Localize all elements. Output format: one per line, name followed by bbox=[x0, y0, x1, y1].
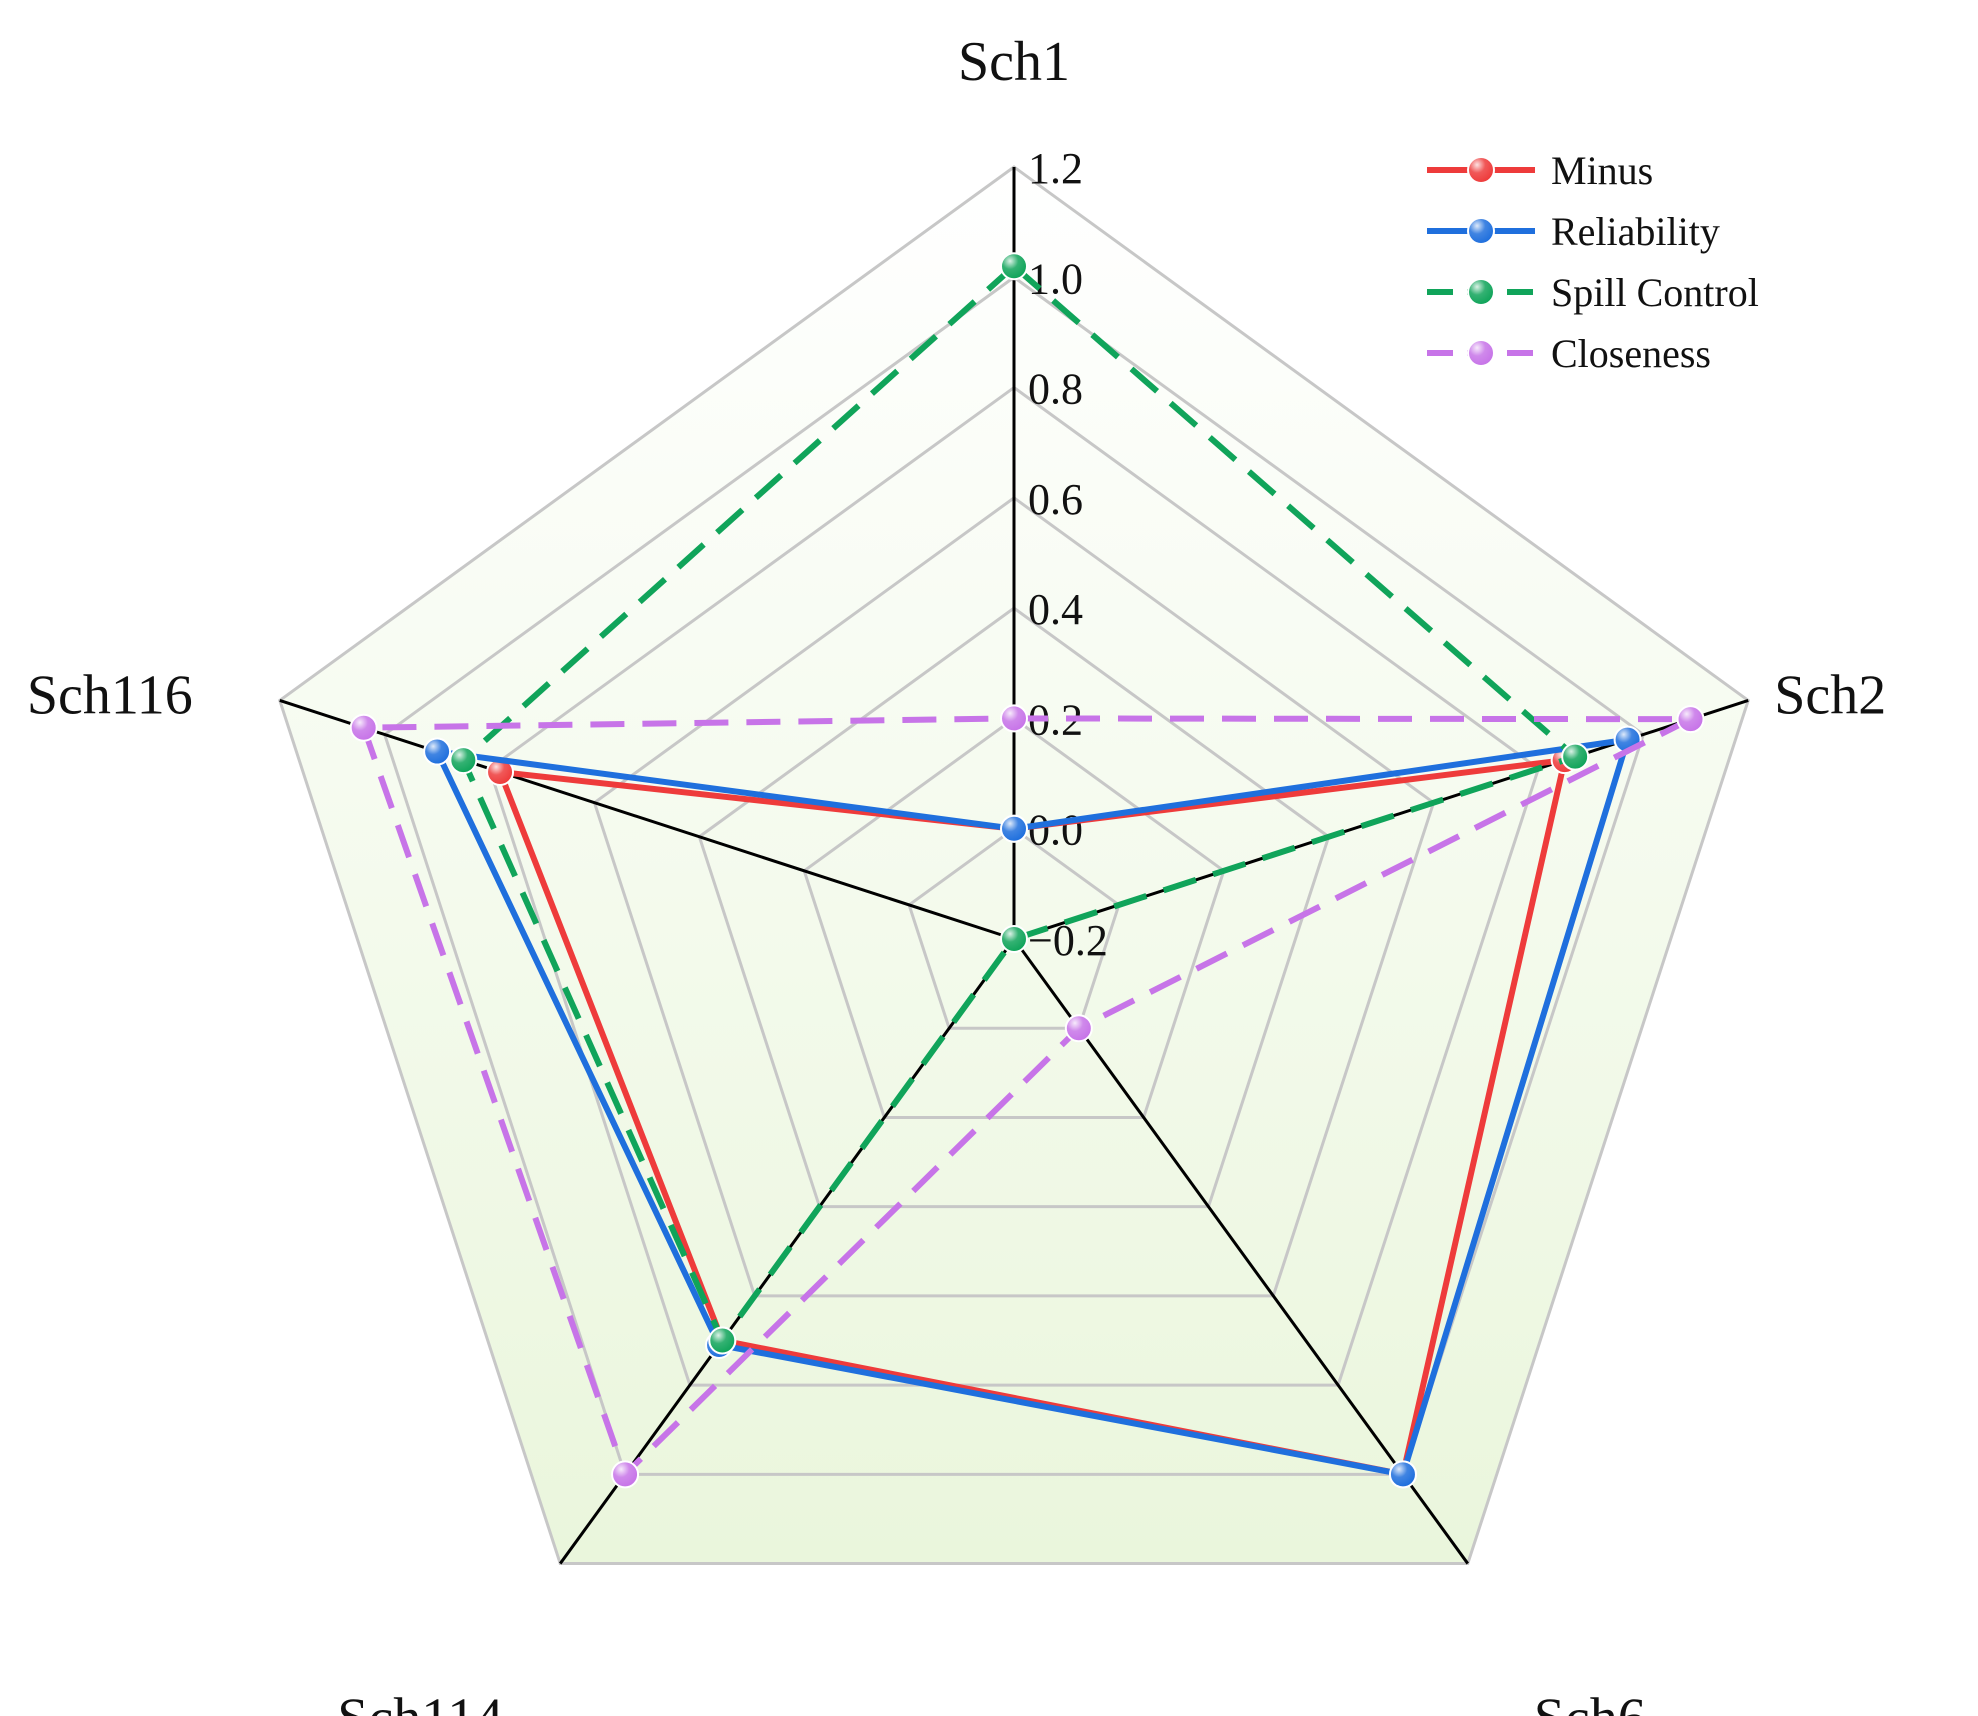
series-line bbox=[359, 715, 1692, 1480]
legend-item: Spill Control bbox=[1427, 270, 1759, 315]
data-point-shine bbox=[1677, 706, 1704, 733]
grid-ring bbox=[802, 716, 1226, 1119]
series-spill-control bbox=[449, 252, 1590, 1355]
legend-marker-shine bbox=[1468, 157, 1494, 183]
radial-tick-labels: −0.20.00.20.40.60.81.01.2 bbox=[1028, 144, 1108, 965]
legend-marker-shine bbox=[1468, 279, 1494, 305]
legend: Minus Reliability Spill Control Closeness bbox=[1427, 148, 1759, 376]
tick-label: 1.0 bbox=[1028, 254, 1083, 303]
data-point-shine bbox=[1001, 815, 1027, 842]
legend-label: Closeness bbox=[1551, 331, 1711, 376]
grid-ring bbox=[592, 496, 1436, 1298]
axis-labels: Sch1 Sch2 Sch6 Sch114 Sch116 bbox=[27, 31, 1886, 1716]
legend-item: Minus bbox=[1427, 148, 1653, 193]
data-point-shine bbox=[709, 1327, 736, 1354]
series-reliability bbox=[423, 725, 1642, 1489]
axis-spoke bbox=[1012, 938, 1469, 1565]
legend-label: Spill Control bbox=[1551, 270, 1759, 315]
tick-label: 0.6 bbox=[1028, 475, 1083, 524]
series-closeness bbox=[349, 704, 1705, 1489]
series-line bbox=[459, 262, 1582, 1347]
tick-label: 0.0 bbox=[1028, 806, 1083, 855]
data-point-shine bbox=[612, 1461, 639, 1488]
tick-label: 0.8 bbox=[1028, 365, 1083, 414]
data-point-shine bbox=[424, 738, 451, 765]
legend-marker-shine bbox=[1468, 340, 1494, 366]
axis-label-sch116: Sch116 bbox=[27, 664, 193, 726]
data-point-shine bbox=[450, 747, 477, 774]
legend-marker-shine bbox=[1468, 218, 1494, 244]
grid-ring bbox=[382, 275, 1646, 1476]
data-point-shine bbox=[1001, 253, 1027, 280]
axis-spoke bbox=[279, 699, 1015, 941]
series-line bbox=[432, 735, 1632, 1478]
axis-label-sch1: Sch1 bbox=[958, 31, 1070, 93]
tick-label: 1.2 bbox=[1028, 144, 1083, 193]
series-layer bbox=[349, 252, 1705, 1489]
data-point-shine bbox=[1562, 743, 1589, 770]
axis-label-sch6: Sch6 bbox=[1534, 1687, 1646, 1716]
legend-label: Reliability bbox=[1551, 209, 1720, 254]
data-point-shine bbox=[350, 714, 377, 741]
data-point-shine bbox=[487, 759, 514, 786]
legend-label: Minus bbox=[1551, 148, 1653, 193]
grid-ring bbox=[907, 826, 1121, 1030]
data-point-shine bbox=[1001, 926, 1027, 952]
legend-item: Reliability bbox=[1427, 209, 1720, 254]
data-point-shine bbox=[1389, 1461, 1416, 1488]
data-point-shine bbox=[1065, 1015, 1092, 1042]
legend-item: Closeness bbox=[1427, 331, 1711, 376]
grid-ring bbox=[278, 165, 1750, 1566]
grid-ring bbox=[487, 385, 1541, 1387]
axis-label-sch2: Sch2 bbox=[1774, 664, 1886, 726]
data-point-shine bbox=[1001, 705, 1027, 732]
axis-label-sch114: Sch114 bbox=[337, 1687, 503, 1716]
tick-label: 0.4 bbox=[1028, 585, 1083, 634]
